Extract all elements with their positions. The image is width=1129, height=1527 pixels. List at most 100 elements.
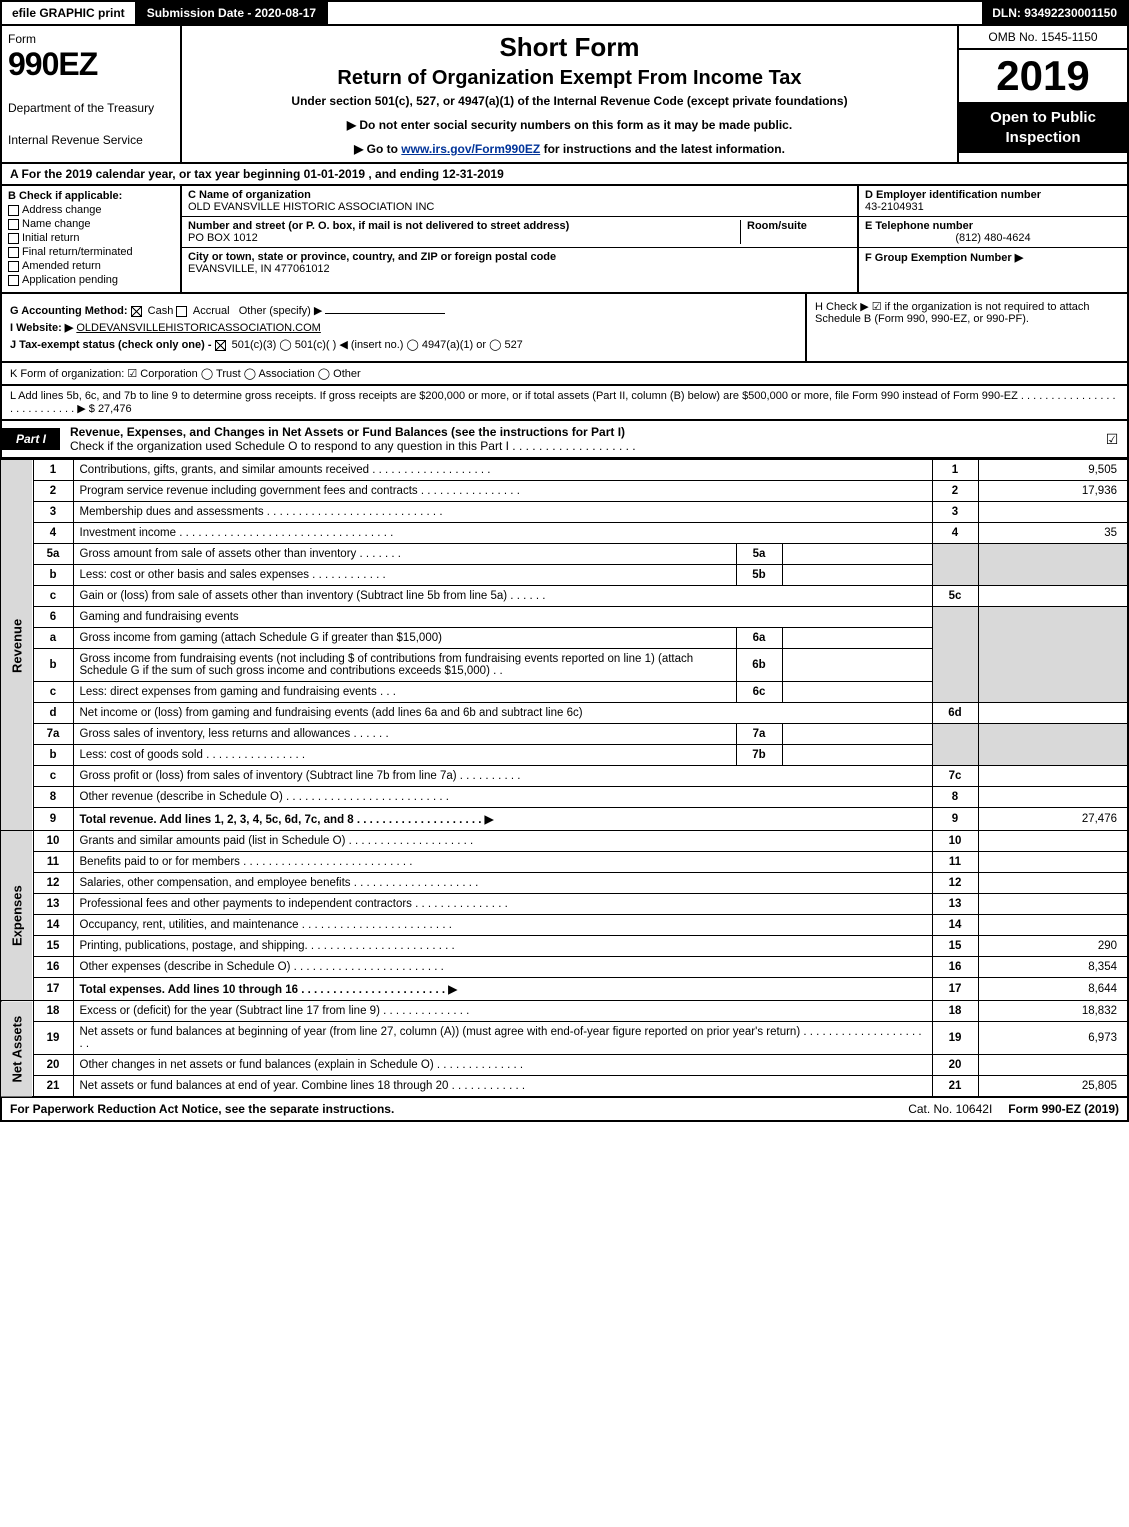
val-11 — [978, 852, 1128, 873]
cb-501c3[interactable] — [215, 340, 226, 351]
val-20 — [978, 1055, 1128, 1076]
top-bar: efile GRAPHIC print Submission Date - 20… — [0, 0, 1129, 24]
omb-number: OMB No. 1545-1150 — [959, 26, 1127, 50]
expenses-side-label: Expenses — [1, 831, 33, 1001]
col-b-checkboxes: B Check if applicable: Address change Na… — [2, 186, 182, 292]
val-5c — [978, 586, 1128, 607]
header-right: OMB No. 1545-1150 2019 Open to Public In… — [957, 26, 1127, 162]
line-5a: 5a Gross amount from sale of assets othe… — [1, 544, 1128, 565]
d-label: D Employer identification number — [865, 189, 1041, 201]
city-label: City or town, state or province, country… — [188, 251, 556, 263]
footer-left: For Paperwork Reduction Act Notice, see … — [2, 1098, 900, 1120]
room-label: Room/suite — [747, 220, 807, 232]
subtitle: Under section 501(c), 527, or 4947(a)(1)… — [192, 94, 947, 108]
val-3 — [978, 502, 1128, 523]
line-11: 11Benefits paid to or for members . . . … — [1, 852, 1128, 873]
addr-value: PO BOX 1012 — [188, 232, 258, 244]
line-6d: d Net income or (loss) from gaming and f… — [1, 703, 1128, 724]
note-url: ▶ Go to www.irs.gov/Form990EZ for instru… — [192, 142, 947, 156]
cb-cash[interactable] — [131, 306, 142, 317]
below-right-h: H Check ▶ ☑ if the organization is not r… — [807, 294, 1127, 361]
val-4: 35 — [978, 523, 1128, 544]
val-21: 25,805 — [978, 1076, 1128, 1098]
form-number: 990EZ — [8, 46, 174, 83]
row-l-gross-receipts: L Add lines 5b, 6c, and 7b to line 9 to … — [0, 386, 1129, 421]
line-3: 3 Membership dues and assessments . . . … — [1, 502, 1128, 523]
line-19: 19Net assets or fund balances at beginni… — [1, 1022, 1128, 1055]
note-url-pre: ▶ Go to — [354, 142, 401, 156]
line-9: 9 Total revenue. Add lines 1, 2, 3, 4, 5… — [1, 808, 1128, 831]
col-de: D Employer identification number 43-2104… — [857, 186, 1127, 292]
cb-address-change[interactable]: Address change — [8, 204, 174, 216]
info-row: B Check if applicable: Address change Na… — [0, 186, 1129, 294]
line-4: 4 Investment income . . . . . . . . . . … — [1, 523, 1128, 544]
line-i: I Website: ▶ OLDEVANSVILLEHISTORICASSOCI… — [10, 321, 797, 334]
val-15: 290 — [978, 936, 1128, 957]
part1-title: Revenue, Expenses, and Changes in Net As… — [60, 421, 1097, 457]
line-14: 14Occupancy, rent, utilities, and mainte… — [1, 915, 1128, 936]
row-k-form-of-org: K Form of organization: ☑ Corporation ◯ … — [0, 363, 1129, 386]
tax-year: 2019 — [959, 50, 1127, 102]
val-16: 8,354 — [978, 957, 1128, 978]
col-c-org-info: C Name of organization OLD EVANSVILLE HI… — [182, 186, 857, 292]
cb-accrual[interactable] — [176, 306, 187, 317]
dln: DLN: 93492230001150 — [982, 2, 1127, 24]
submission-date: Submission Date - 2020-08-17 — [137, 2, 328, 24]
val-2: 17,936 — [978, 481, 1128, 502]
page-footer: For Paperwork Reduction Act Notice, see … — [0, 1098, 1129, 1122]
footer-catno: Cat. No. 10642I — [900, 1098, 1000, 1120]
val-6d — [978, 703, 1128, 724]
below-left: G Accounting Method: Cash Accrual Other … — [2, 294, 807, 361]
dept-irs: Internal Revenue Service — [8, 133, 174, 147]
val-8 — [978, 787, 1128, 808]
f-label: F Group Exemption Number ▶ — [865, 252, 1023, 264]
line-20: 20Other changes in net assets or fund ba… — [1, 1055, 1128, 1076]
val-1: 9,505 — [978, 460, 1128, 481]
line-1: Revenue 1 Contributions, gifts, grants, … — [1, 460, 1128, 481]
title-return: Return of Organization Exempt From Incom… — [192, 67, 947, 90]
line-15: 15Printing, publications, postage, and s… — [1, 936, 1128, 957]
addr-label: Number and street (or P. O. box, if mail… — [188, 220, 569, 232]
c-label: C Name of organization — [188, 189, 311, 201]
val-13 — [978, 894, 1128, 915]
header-left: Form 990EZ Department of the Treasury In… — [2, 26, 182, 162]
form-url-link[interactable]: www.irs.gov/Form990EZ — [401, 142, 540, 156]
netassets-side-label: Net Assets — [1, 1001, 33, 1098]
form-header: Form 990EZ Department of the Treasury In… — [0, 24, 1129, 164]
line-7a: 7a Gross sales of inventory, less return… — [1, 724, 1128, 745]
row-a-tax-period: A For the 2019 calendar year, or tax yea… — [0, 164, 1129, 186]
val-18: 18,832 — [978, 1001, 1128, 1022]
line-13: 13Professional fees and other payments t… — [1, 894, 1128, 915]
line-21: 21Net assets or fund balances at end of … — [1, 1076, 1128, 1098]
d-ein: 43-2104931 — [865, 201, 924, 213]
e-phone: (812) 480-4624 — [865, 232, 1121, 244]
efile-print-button[interactable]: efile GRAPHIC print — [2, 2, 137, 24]
header-mid: Short Form Return of Organization Exempt… — [182, 26, 957, 162]
cb-application-pending[interactable]: Application pending — [8, 274, 174, 286]
open-inspection: Open to Public Inspection — [959, 102, 1127, 153]
cb-name-change[interactable]: Name change — [8, 218, 174, 230]
line-10: Expenses 10 Grants and similar amounts p… — [1, 831, 1128, 852]
line-16: 16Other expenses (describe in Schedule O… — [1, 957, 1128, 978]
cb-amended-return[interactable]: Amended return — [8, 260, 174, 272]
website-value: OLDEVANSVILLEHISTORICASSOCIATION.COM — [76, 322, 321, 334]
cb-final-return[interactable]: Final return/terminated — [8, 246, 174, 258]
line-7c: c Gross profit or (loss) from sales of i… — [1, 766, 1128, 787]
cb-initial-return[interactable]: Initial return — [8, 232, 174, 244]
val-10 — [978, 831, 1128, 852]
below-info: G Accounting Method: Cash Accrual Other … — [0, 294, 1129, 363]
val-14 — [978, 915, 1128, 936]
line-j: J Tax-exempt status (check only one) - 5… — [10, 338, 797, 351]
line-5c: c Gain or (loss) from sale of assets oth… — [1, 586, 1128, 607]
line-18: Net Assets 18Excess or (deficit) for the… — [1, 1001, 1128, 1022]
line-2: 2 Program service revenue including gove… — [1, 481, 1128, 502]
col-b-label: B Check if applicable: — [8, 190, 122, 202]
part1-schedule-o-check[interactable]: ☑ — [1097, 431, 1127, 448]
val-7c — [978, 766, 1128, 787]
form-line-table: Revenue 1 Contributions, gifts, grants, … — [0, 459, 1129, 1098]
val-9: 27,476 — [978, 808, 1128, 831]
part1-header: Part I Revenue, Expenses, and Changes in… — [0, 421, 1129, 459]
revenue-side-label: Revenue — [1, 460, 33, 831]
line-12: 12Salaries, other compensation, and empl… — [1, 873, 1128, 894]
line-6: 6 Gaming and fundraising events — [1, 607, 1128, 628]
